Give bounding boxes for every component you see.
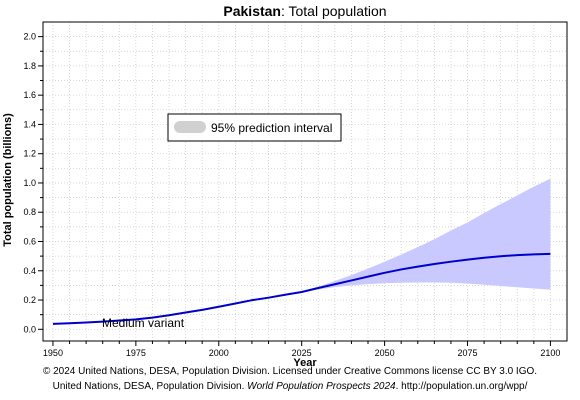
x-tick-label: 2000 [209, 348, 229, 358]
y-tick-label: 0.6 [23, 236, 36, 246]
y-tick-label: 0.2 [23, 295, 36, 305]
legend-label: 95% prediction interval [211, 121, 332, 135]
copyright-line: © 2024 United Nations, DESA, Population … [0, 366, 580, 377]
y-tick-label: 0.0 [23, 324, 36, 334]
citation-line: United Nations, DESA, Population Divisio… [0, 381, 580, 392]
plot-frame [43, 22, 567, 341]
x-tick-label: 2100 [540, 348, 560, 358]
tick-labels: 1950 1975 2000 2025 2050 2075 21000.00.20.40.6… [23, 32, 560, 358]
citation-suffix: . http://population.un.org/wpp/ [396, 381, 528, 392]
y-tick-label: 1.6 [23, 90, 36, 100]
citation-prefix: United Nations, DESA, Population Divisio… [53, 381, 248, 392]
legend-swatch [174, 121, 206, 133]
axes [38, 22, 567, 346]
y-tick-label: 0.8 [23, 207, 36, 217]
y-tick-label: 0.4 [23, 266, 36, 276]
y-tick-label: 1.8 [23, 61, 36, 71]
chart-title: Pakistan: Total population [223, 3, 386, 19]
y-tick-label: 1.0 [23, 178, 36, 188]
medium-variant-annotation: Medium variant [102, 316, 185, 330]
grid-lines [43, 22, 567, 341]
citation-title: World Population Prospects 2024 [247, 381, 395, 392]
legend: 95% prediction interval [168, 114, 341, 141]
y-tick-label: 1.4 [23, 119, 36, 129]
x-tick-label: 1975 [126, 348, 146, 358]
y-axis-title: Total population (billions) [2, 113, 14, 247]
x-tick-label: 1950 [43, 348, 63, 358]
y-tick-label: 2.0 [23, 32, 36, 42]
x-tick-label: 2050 [375, 348, 395, 358]
x-tick-label: 2075 [457, 348, 477, 358]
prediction-band-layer [298, 179, 550, 293]
y-tick-label: 1.2 [23, 149, 36, 159]
prediction-interval-band [298, 179, 550, 293]
